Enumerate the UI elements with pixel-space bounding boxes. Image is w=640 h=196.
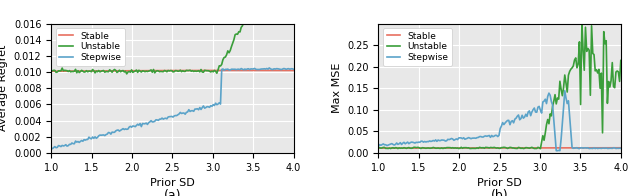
Title: (a): (a) [164, 189, 181, 196]
Stepwise [607, 147, 615, 149]
Unstable [62, 69, 70, 72]
Stable [57, 70, 65, 72]
Stepwise [385, 144, 392, 146]
Stable [270, 69, 278, 72]
Stepwise [374, 145, 382, 147]
Stepwise [554, 150, 561, 152]
Stable [374, 147, 382, 149]
Stable [237, 69, 245, 72]
Stable [596, 147, 604, 149]
Unstable [374, 147, 382, 149]
Stepwise [290, 68, 298, 70]
Stepwise [280, 67, 287, 70]
Y-axis label: Max MSE: Max MSE [332, 63, 342, 113]
Stable [385, 147, 392, 149]
Unstable [92, 70, 100, 72]
Stable [617, 147, 625, 149]
X-axis label: Prior SD: Prior SD [150, 178, 195, 188]
Unstable [123, 73, 131, 75]
Title: (b): (b) [491, 189, 508, 196]
Stepwise [271, 68, 279, 70]
X-axis label: Prior SD: Prior SD [477, 178, 522, 188]
Legend: Stable, Unstable, Stepwise: Stable, Unstable, Stepwise [383, 28, 452, 66]
Stable [290, 69, 298, 72]
Line: Stable: Stable [51, 70, 294, 71]
Unstable [617, 59, 625, 62]
Stable [112, 70, 120, 72]
Unstable [385, 147, 392, 150]
Unstable [598, 132, 606, 134]
Stepwise [617, 147, 625, 150]
Line: Stepwise: Stepwise [51, 68, 294, 149]
Stepwise [58, 144, 66, 147]
Unstable [389, 147, 397, 149]
Stepwise [47, 147, 55, 150]
Stepwise [93, 136, 101, 139]
Stable [389, 147, 397, 149]
Unstable [607, 80, 615, 82]
Stepwise [420, 141, 428, 143]
Unstable [439, 147, 447, 150]
Stable [605, 147, 612, 149]
Stepwise [389, 143, 397, 146]
Unstable [47, 70, 55, 72]
Line: Unstable: Unstable [51, 0, 294, 74]
Stepwise [439, 139, 447, 141]
Stable [62, 70, 70, 72]
Line: Unstable: Unstable [378, 21, 621, 149]
Stable [92, 70, 100, 72]
Stable [420, 147, 428, 149]
Legend: Stable, Unstable, Stepwise: Stable, Unstable, Stepwise [56, 28, 125, 66]
Unstable [420, 147, 428, 149]
Stepwise [49, 147, 56, 150]
Stable [439, 147, 447, 149]
Unstable [57, 70, 65, 72]
Stepwise [561, 90, 568, 92]
Stepwise [63, 145, 71, 147]
Stepwise [113, 129, 121, 131]
Unstable [578, 20, 586, 22]
Stepwise [598, 147, 606, 149]
Stable [279, 69, 287, 72]
Y-axis label: Average Regret: Average Regret [0, 45, 8, 131]
Unstable [536, 148, 544, 150]
Line: Stepwise: Stepwise [378, 91, 621, 151]
Unstable [112, 69, 120, 72]
Stable [47, 70, 55, 72]
Stepwise [266, 67, 273, 69]
